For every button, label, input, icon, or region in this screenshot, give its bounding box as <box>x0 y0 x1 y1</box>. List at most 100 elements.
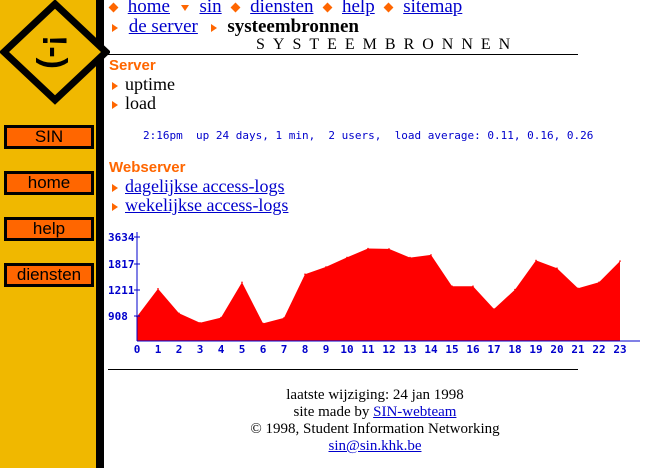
x-tick-label: 19 <box>529 343 542 356</box>
diensten-button[interactable]: diensten <box>4 263 94 287</box>
x-tick-label: 11 <box>361 343 375 356</box>
breadcrumb-top: home sin diensten help sitemap <box>108 0 468 18</box>
x-tick-label: 9 <box>323 343 330 356</box>
breadcrumb-sin-link[interactable]: sin <box>199 0 222 17</box>
x-tick-label: 18 <box>508 343 521 356</box>
load-point <box>157 288 159 290</box>
server-item-label: uptime <box>125 74 175 94</box>
footer-copyright: © 1998, Student Information Networking <box>250 421 500 437</box>
webteam-link[interactable]: SIN-webteam <box>373 404 457 420</box>
x-tick-label: 22 <box>592 343 605 356</box>
load-point <box>493 308 495 310</box>
logo-text: !-) <box>35 35 73 69</box>
load-point <box>304 273 306 275</box>
load-point <box>325 266 327 268</box>
x-tick-label: 7 <box>281 343 288 356</box>
title-divider <box>108 54 578 55</box>
server-item-label: load <box>125 93 156 113</box>
footer-made-by: site made by SIN-webteam <box>200 404 550 421</box>
home-button[interactable]: home <box>4 171 94 195</box>
diamond-icon <box>384 2 394 13</box>
x-tick-label: 15 <box>445 343 458 356</box>
footer-modified: laatste wijziging: 24 jan 1998 <box>286 387 464 403</box>
breadcrumb-sitemap-link[interactable]: sitemap <box>403 0 463 17</box>
webserver-heading: Webserver <box>109 159 186 176</box>
diamond-icon <box>322 2 333 13</box>
load-point <box>514 288 516 291</box>
page-title: SYSTEEMBRONNEN <box>256 36 519 53</box>
y-tick-label: 1817 <box>108 258 135 271</box>
breadcrumb-sub: de server systeembronnen <box>112 16 359 38</box>
daily-logs-link[interactable]: dagelijkse access-logs <box>125 176 285 196</box>
load-point <box>346 256 348 259</box>
arrow-down-icon <box>180 4 189 11</box>
y-tick-label: 3634 <box>108 231 135 244</box>
x-tick-label: 10 <box>340 343 353 356</box>
x-tick-label: 21 <box>571 343 585 356</box>
load-point <box>598 281 600 284</box>
load-point <box>535 259 537 262</box>
y-tick-label: 1211 <box>108 284 135 297</box>
server-item-load: load <box>112 93 156 114</box>
footer-email: sin@sin.khk.be <box>200 438 550 455</box>
x-tick-label: 13 <box>403 343 416 356</box>
load-point <box>451 285 453 287</box>
breadcrumb-diensten-link[interactable]: diensten <box>250 0 314 17</box>
load-point <box>283 317 285 319</box>
diamond-icon <box>108 2 119 13</box>
x-tick-label: 14 <box>424 343 438 356</box>
arrow-right-icon <box>210 23 217 32</box>
sidebar-border <box>96 0 104 468</box>
load-point <box>472 285 474 287</box>
load-point <box>262 322 264 325</box>
server-item-uptime: uptime <box>112 74 175 95</box>
x-tick-label: 16 <box>466 343 480 356</box>
diamond-icon <box>230 2 241 13</box>
uptime-status: 2:16pm up 24 days, 1 min, 2 users, load … <box>143 129 594 142</box>
arrow-right-icon <box>112 23 118 32</box>
load-point <box>241 281 243 284</box>
breadcrumb-server-link[interactable]: de server <box>128 16 198 37</box>
breadcrumb-help-link[interactable]: help <box>341 0 375 17</box>
load-point <box>430 254 432 256</box>
load-point <box>619 260 621 262</box>
daily-logs-item: dagelijkse access-logs <box>112 176 284 197</box>
breadcrumb-home-link[interactable]: home <box>127 0 170 17</box>
breadcrumb-current: systeembronnen <box>227 16 359 37</box>
x-tick-label: 6 <box>260 343 267 356</box>
sin-button[interactable]: SIN <box>4 125 94 149</box>
x-tick-label: 2 <box>176 343 183 356</box>
footer-made-prefix: site made by <box>293 404 374 420</box>
email-link[interactable]: sin@sin.khk.be <box>328 438 422 454</box>
load-area <box>137 248 620 341</box>
arrow-right-icon <box>112 81 118 90</box>
load-point <box>367 247 369 250</box>
x-tick-label: 20 <box>550 343 563 356</box>
server-heading: Server <box>109 57 156 74</box>
load-point <box>556 267 558 269</box>
arrow-right-icon <box>112 202 118 211</box>
x-tick-label: 23 <box>613 343 626 356</box>
x-tick-label: 8 <box>302 343 309 356</box>
x-tick-label: 3 <box>197 343 204 356</box>
load-point <box>577 287 579 290</box>
x-tick-label: 17 <box>487 343 500 356</box>
x-tick-label: 5 <box>239 343 246 356</box>
x-tick-label: 1 <box>155 343 162 356</box>
y-tick-label: 908 <box>108 310 128 323</box>
weekly-logs-link[interactable]: wekelijkse access-logs <box>125 195 289 215</box>
weekly-logs-item: wekelijkse access-logs <box>112 195 288 216</box>
load-point <box>199 322 201 324</box>
load-point <box>178 312 180 315</box>
load-point <box>220 316 222 319</box>
x-tick-label: 0 <box>134 343 141 356</box>
x-tick-label: 4 <box>218 343 225 356</box>
arrow-right-icon <box>112 183 118 192</box>
sin-logo[interactable]: !-) <box>0 0 110 110</box>
load-point <box>409 256 411 259</box>
arrow-right-icon <box>112 100 118 109</box>
help-button[interactable]: help <box>4 217 94 241</box>
footer-divider <box>108 369 578 370</box>
load-point <box>388 248 390 250</box>
